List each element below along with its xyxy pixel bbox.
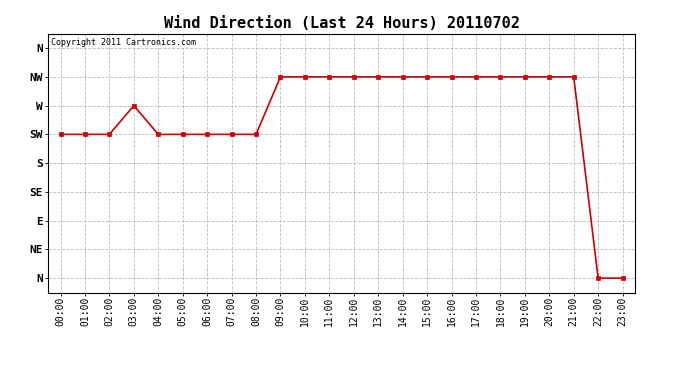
Title: Wind Direction (Last 24 Hours) 20110702: Wind Direction (Last 24 Hours) 20110702 xyxy=(164,16,520,31)
Text: Copyright 2011 Cartronics.com: Copyright 2011 Cartronics.com xyxy=(51,38,196,46)
